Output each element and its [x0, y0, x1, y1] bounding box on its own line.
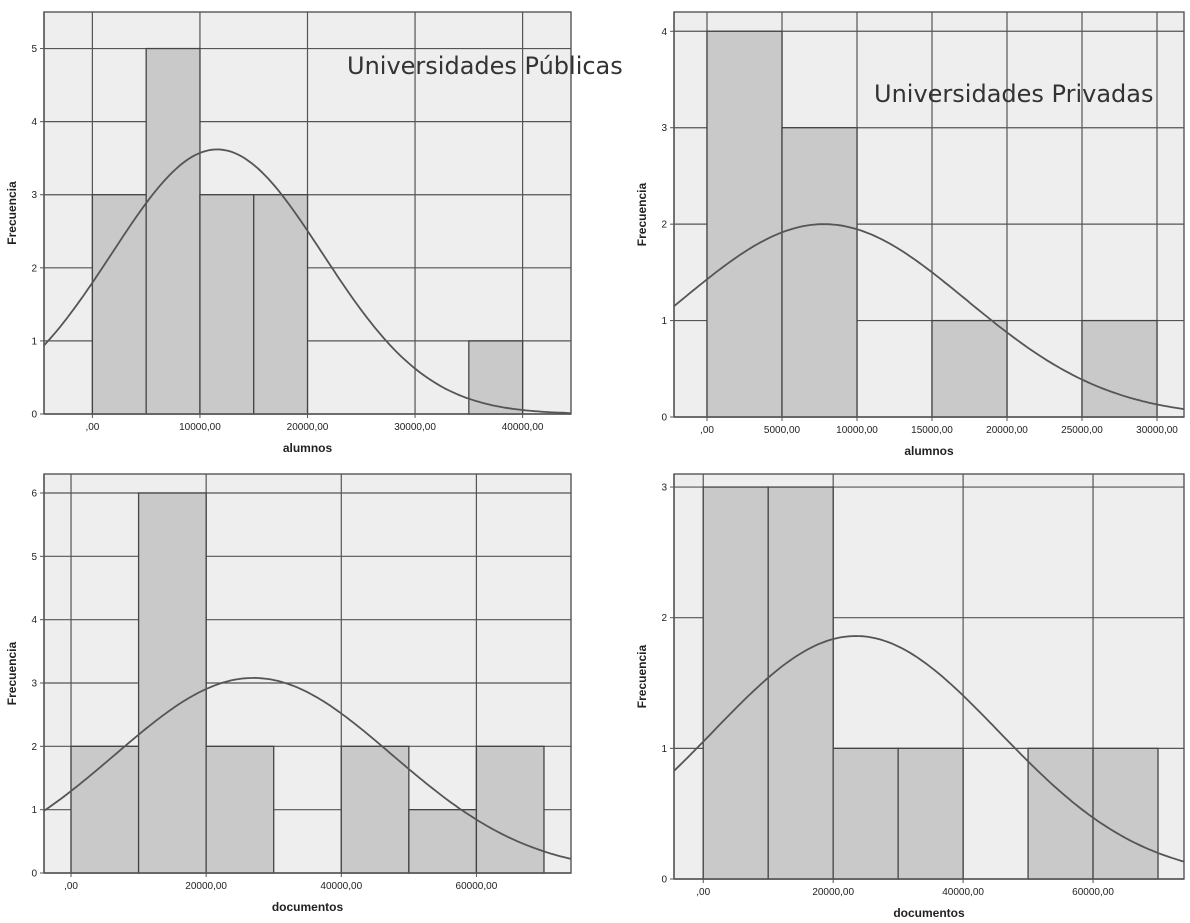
histogram-bar: [199, 194, 255, 415]
y-tick-label: 1: [661, 316, 667, 327]
x-tick-label: ,00: [700, 425, 714, 436]
annotation-private-universities: Universidades Privadas: [874, 80, 1154, 108]
x-axis-label: alumnos: [904, 444, 954, 458]
y-tick-label: 1: [31, 805, 37, 816]
histogram-bar: [137, 492, 207, 874]
x-tick-label: 20000,00: [812, 887, 854, 898]
histogram-bar: [781, 127, 858, 418]
x-tick-label: 20000,00: [185, 881, 227, 892]
histogram-bar: [475, 745, 545, 874]
y-tick-label: 0: [661, 875, 667, 886]
x-tick-label: 5000,00: [764, 425, 801, 436]
x-axis-label: alumnos: [283, 441, 333, 455]
x-tick-label: ,00: [64, 881, 78, 892]
annotation-public-universities: Universidades Públicas: [347, 52, 623, 80]
chart-public-documentos: 0 1 2 3 4 5 6 ,00 20000,00 40000,00 60000,00 docume…: [5, 473, 572, 914]
x-tick-label: 40000,00: [502, 422, 544, 433]
x-tick-label: 60000,00: [1072, 887, 1114, 898]
y-tick-label: 2: [661, 613, 667, 624]
x-tick-label: ,00: [696, 887, 710, 898]
x-tick-label: 10000,00: [836, 425, 878, 436]
y-tick-label: 4: [31, 117, 37, 128]
y-tick-label: 5: [31, 44, 37, 55]
y-axis-label: Frecuencia: [635, 182, 649, 246]
y-tick-label: 6: [31, 489, 37, 500]
histogram-bar: [408, 809, 478, 874]
y-tick-label: 2: [661, 220, 667, 231]
y-tick-label: 2: [31, 742, 37, 753]
y-axis-label: Frecuencia: [5, 181, 19, 245]
normal-curve: [673, 635, 1185, 863]
x-axis-label: documentos: [893, 906, 965, 920]
histogram-bar: [340, 745, 410, 874]
x-tick-label: ,00: [85, 422, 99, 433]
x-tick-label: 40000,00: [320, 881, 362, 892]
histogram-bar: [91, 194, 147, 415]
y-tick-label: 2: [31, 263, 37, 274]
histogram-bar: [70, 745, 140, 874]
x-tick-label: 60000,00: [456, 881, 498, 892]
normal-curve: [673, 223, 1185, 410]
histogram-bar: [145, 47, 201, 415]
histogram-bar: [702, 486, 769, 880]
y-tick-label: 4: [31, 615, 37, 626]
x-tick-label: 20000,00: [287, 422, 329, 433]
x-tick-label: 10000,00: [179, 422, 221, 433]
y-tick-label: 1: [31, 336, 37, 347]
y-tick-label: 4: [661, 27, 667, 38]
y-axis-label: Frecuencia: [635, 644, 649, 708]
histogram-bar: [468, 340, 524, 415]
x-tick-label: 25000,00: [1061, 425, 1103, 436]
x-tick-label: 30000,00: [1136, 425, 1178, 436]
y-tick-label: 3: [661, 123, 667, 134]
histogram-bar: [1027, 747, 1094, 880]
chart-private-documentos: 0 1 2 3 ,00 20000,00 40000,00 60000,00 documento…: [635, 473, 1185, 920]
x-tick-label: 15000,00: [911, 425, 953, 436]
y-tick-label: 0: [661, 413, 667, 424]
histogram-bar: [832, 747, 899, 880]
x-tick-label: 40000,00: [942, 887, 984, 898]
y-tick-label: 3: [31, 679, 37, 690]
y-tick-label: 0: [31, 869, 37, 880]
y-tick-label: 1: [661, 744, 667, 755]
y-axis-label: Frecuencia: [5, 641, 19, 705]
chart-public-alumnos: 0 1 2 3 4 5 ,00 10000,00 20000,00 30000,00 40000,0…: [5, 11, 572, 455]
chart-private-alumnos: 0 1 2 3 4 ,00 5000,00 10000,00 15000,00 20000,00 2…: [635, 11, 1185, 458]
histogram-bar: [767, 486, 834, 880]
histogram-bar: [706, 30, 783, 418]
histogram-bar: [931, 319, 1008, 418]
x-tick-label: 30000,00: [394, 422, 436, 433]
normal-curve: [43, 148, 572, 414]
y-tick-label: 3: [661, 483, 667, 494]
histogram-bar: [1092, 747, 1159, 880]
histogram-bar: [253, 194, 309, 415]
histogram-bar: [205, 745, 275, 874]
x-axis-label: documentos: [272, 900, 344, 914]
x-tick-label: 20000,00: [986, 425, 1028, 436]
normal-curve: [43, 676, 572, 860]
y-tick-label: 5: [31, 552, 37, 563]
y-tick-label: 0: [31, 410, 37, 421]
y-tick-label: 3: [31, 190, 37, 201]
histogram-bar: [897, 747, 964, 880]
